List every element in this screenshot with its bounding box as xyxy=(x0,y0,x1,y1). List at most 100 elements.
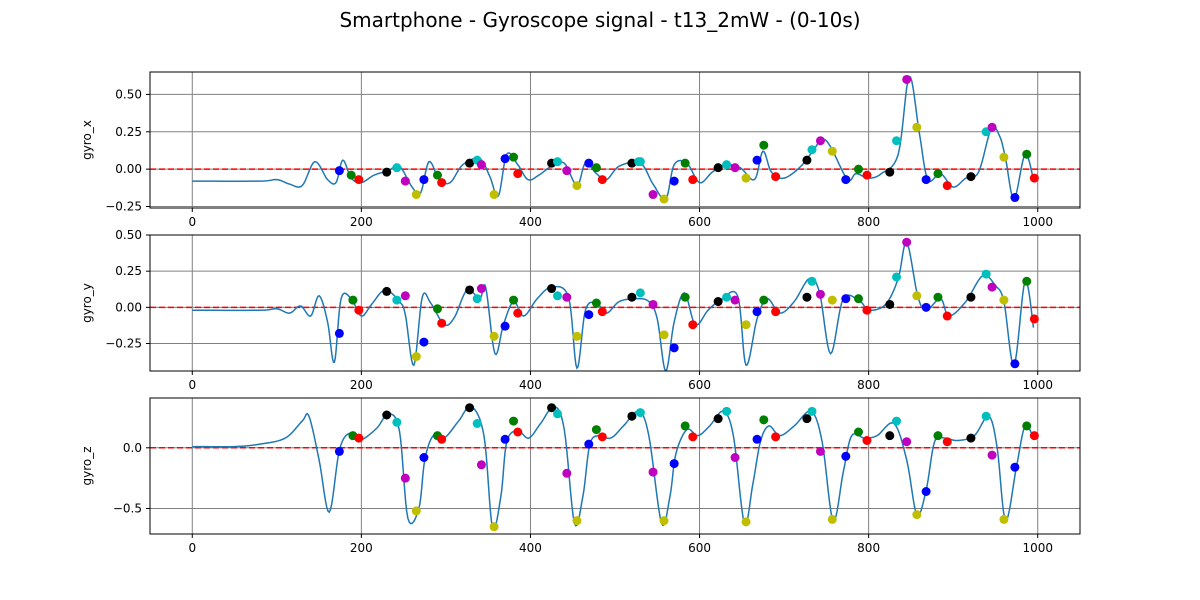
subplot-gyro_z: 0 200 400 600 800 1000 −0.5 0.0 gyro_z xyxy=(80,397,1081,555)
marker-point xyxy=(432,170,442,180)
marker-point xyxy=(713,163,723,173)
marker-point xyxy=(597,307,607,317)
marker-point xyxy=(648,299,658,309)
marker-point xyxy=(591,425,601,435)
marker-point xyxy=(841,294,851,304)
marker-point xyxy=(722,406,732,416)
marker-point xyxy=(688,320,698,330)
signal-line-gyro_x xyxy=(192,75,1035,201)
marker-point xyxy=(902,74,912,84)
marker-point xyxy=(392,163,402,173)
x-tick-label: 400 xyxy=(519,215,542,229)
marker-point xyxy=(584,439,594,449)
marker-point xyxy=(597,432,607,442)
marker-point xyxy=(841,175,851,185)
marker-point xyxy=(627,158,637,168)
marker-point xyxy=(912,510,922,520)
y-tick-label: 0.50 xyxy=(115,87,142,101)
marker-point xyxy=(597,175,607,185)
marker-point xyxy=(713,297,723,307)
marker-point xyxy=(987,282,997,292)
marker-point xyxy=(759,295,769,305)
signal-line-gyro_z xyxy=(192,405,1035,530)
marker-point xyxy=(476,284,486,294)
marker-point xyxy=(591,163,601,173)
marker-point xyxy=(635,157,645,167)
x-tick-label: 0 xyxy=(188,215,196,229)
marker-point xyxy=(500,154,510,164)
marker-point xyxy=(382,286,392,296)
axes-frame xyxy=(149,234,1081,372)
x-tick-label: 0 xyxy=(188,541,196,555)
marker-point xyxy=(489,331,499,341)
marker-point xyxy=(476,160,486,170)
marker-point xyxy=(1010,462,1020,472)
marker-point xyxy=(562,292,572,302)
marker-point xyxy=(382,410,392,420)
marker-point xyxy=(912,291,922,301)
marker-point xyxy=(807,145,817,155)
marker-point xyxy=(509,152,519,162)
marker-point xyxy=(807,406,817,416)
marker-point xyxy=(815,289,825,299)
marker-point xyxy=(862,170,872,180)
marker-point xyxy=(771,307,781,317)
marker-point xyxy=(489,522,499,532)
marker-point xyxy=(730,453,740,462)
marker-point xyxy=(547,284,557,294)
marker-point xyxy=(942,181,952,191)
marker-point xyxy=(752,434,762,444)
marker-point xyxy=(933,169,943,179)
marker-point xyxy=(354,175,364,185)
marker-point xyxy=(815,136,825,146)
marker-point xyxy=(987,450,997,460)
marker-point xyxy=(509,416,519,426)
marker-point xyxy=(771,172,781,182)
x-tick-label: 200 xyxy=(350,215,373,229)
marker-point xyxy=(669,343,679,353)
marker-point xyxy=(411,190,421,200)
marker-point xyxy=(472,294,482,304)
marker-point xyxy=(688,432,698,442)
marker-point xyxy=(722,160,732,170)
marker-point xyxy=(680,421,690,431)
marker-point xyxy=(902,437,912,447)
marker-point xyxy=(465,285,475,295)
y-tick-label: −0.25 xyxy=(105,200,142,214)
marker-point xyxy=(465,158,475,168)
marker-point xyxy=(1029,173,1039,183)
marker-point xyxy=(1029,314,1039,324)
y-tick-label: 0.25 xyxy=(115,264,142,278)
marker-point xyxy=(465,403,475,413)
x-tick-label: 1000 xyxy=(1022,215,1053,229)
marker-point xyxy=(354,305,364,315)
subplots: 0 200 400 600 800 1000−0.250.000.250.50gyro_x… xyxy=(80,71,1081,555)
y-tick-label: −0.5 xyxy=(113,502,142,516)
marker-point xyxy=(472,419,482,428)
marker-point xyxy=(966,292,976,302)
marker-point xyxy=(966,433,976,443)
x-tick-label: 1000 xyxy=(1022,378,1053,392)
axes-frame xyxy=(149,397,1081,535)
marker-point xyxy=(853,164,863,174)
marker-point xyxy=(348,295,358,305)
marker-point xyxy=(419,453,429,462)
y-tick-label: −0.25 xyxy=(105,337,142,351)
x-tick-label: 200 xyxy=(350,541,373,555)
marker-point xyxy=(892,272,902,282)
marker-point xyxy=(659,194,669,204)
marker-point xyxy=(500,434,510,444)
marker-point xyxy=(807,276,817,286)
marker-point xyxy=(827,295,837,305)
x-tick-label: 800 xyxy=(857,215,880,229)
marker-point xyxy=(759,415,769,425)
marker-point xyxy=(562,468,572,478)
marker-point xyxy=(476,460,486,470)
x-tick-label: 400 xyxy=(519,541,542,555)
marker-point xyxy=(999,295,1009,305)
x-tick-label: 200 xyxy=(350,378,373,392)
marker-point xyxy=(802,292,812,302)
marker-point xyxy=(411,506,421,516)
marker-point xyxy=(635,288,645,298)
